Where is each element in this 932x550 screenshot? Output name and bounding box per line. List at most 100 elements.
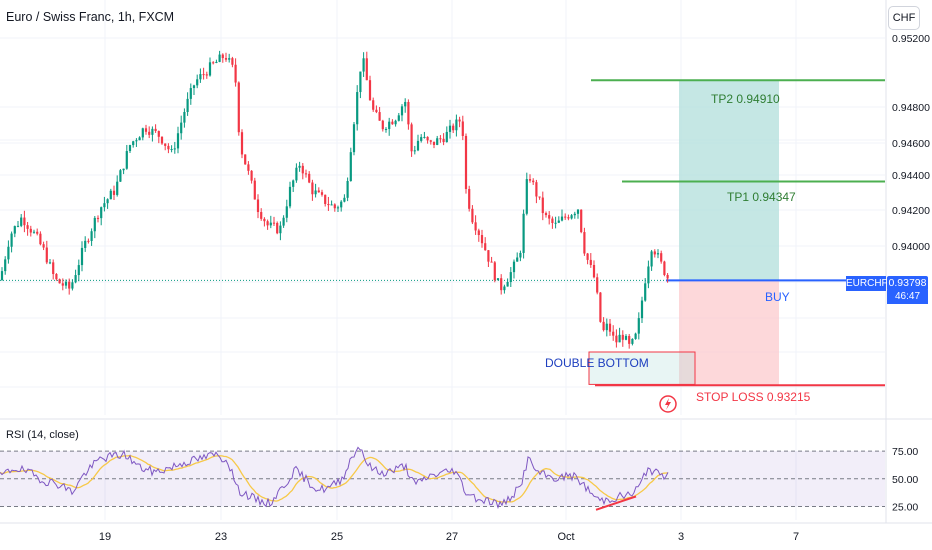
candle-body: [586, 253, 589, 260]
candle-body: [100, 207, 103, 219]
x-tick-label: 25: [331, 531, 343, 543]
x-tick-label: 3: [678, 531, 684, 543]
y-tick-label: 0.94400: [892, 170, 930, 182]
candle-body: [413, 150, 416, 152]
candle-body: [378, 112, 381, 121]
candle-body: [298, 165, 301, 168]
candle-body: [599, 292, 602, 322]
candle-body: [618, 334, 621, 343]
lightning-icon: [665, 398, 671, 410]
candle-body: [528, 179, 532, 181]
candle-body: [480, 235, 484, 244]
candle-body: [317, 190, 320, 193]
candle-body: [234, 64, 237, 83]
candle-body: [71, 282, 74, 289]
candle-body: [269, 222, 272, 226]
candle-body: [538, 196, 541, 198]
candle-body: [327, 203, 330, 206]
candle-body: [608, 323, 612, 332]
price-tag-blue-1: 0.93779: [888, 307, 927, 319]
candle-body: [224, 58, 228, 60]
candle-body: [282, 217, 285, 226]
candle-body: [45, 247, 48, 263]
candle-body: [362, 58, 365, 72]
candle-body: [180, 122, 183, 134]
candle-body: [74, 275, 77, 283]
candle-body: [455, 119, 458, 131]
candle-body: [301, 165, 304, 174]
price-tag-blue-2: 0.93779: [888, 324, 927, 336]
price-tag-high: 0.94151: [888, 213, 927, 225]
candle-body: [416, 140, 420, 151]
tp1-label: TP1 0.94347: [727, 190, 796, 204]
candle-body: [420, 137, 423, 141]
y-tick-label: 0.94800: [892, 102, 930, 114]
candle-body: [570, 215, 573, 219]
double-bottom-label: DOUBLE BOTTOM: [545, 356, 649, 370]
buy-label: BUY: [765, 290, 790, 304]
candle-body: [135, 140, 138, 142]
x-tick-label: 23: [215, 531, 227, 543]
candle-body: [352, 124, 356, 153]
candle-body: [138, 137, 141, 141]
candle-body: [423, 136, 426, 138]
y-tick-label: 0.94600: [892, 138, 930, 150]
candle-body: [452, 125, 455, 131]
candle-body: [295, 167, 298, 181]
candle-body: [592, 264, 596, 278]
candle-body: [506, 281, 509, 287]
candle-body: [432, 141, 436, 145]
candle-body: [173, 148, 176, 150]
candle-body: [624, 335, 628, 340]
candle-body: [407, 101, 410, 125]
candle-body: [404, 101, 407, 107]
candle-body: [55, 274, 58, 280]
candle-body: [29, 228, 32, 233]
current-price-tag: 0.93798: [887, 276, 928, 291]
rsi-line: [0, 446, 669, 510]
candle-body: [397, 115, 400, 121]
candle-body: [343, 197, 346, 202]
candle-body: [292, 180, 295, 187]
candle-body: [490, 261, 493, 263]
candle-body: [80, 247, 84, 266]
y-tick-label: 0.95200: [892, 33, 930, 45]
candle-body: [240, 132, 244, 155]
candle-body: [487, 250, 490, 262]
candle-body: [13, 226, 16, 234]
price-tag-tp2-b: 0.94905: [888, 82, 927, 94]
candle-body: [340, 201, 343, 208]
candle-body: [151, 128, 154, 135]
currency-button[interactable]: CHF: [888, 6, 920, 30]
candle-body: [84, 240, 87, 248]
rsi-ma-line: [0, 454, 669, 503]
candle-body: [26, 225, 29, 229]
candle-body: [544, 213, 548, 216]
rsi-title: RSI (14, close): [6, 429, 79, 441]
candle-body: [596, 277, 599, 293]
candle-body: [349, 152, 352, 181]
candle-body: [551, 218, 554, 223]
bar-countdown: 46:47: [887, 290, 928, 304]
candle-body: [247, 164, 250, 171]
candle-body: [208, 62, 212, 76]
candle-body: [167, 145, 170, 150]
candle-body: [666, 274, 669, 279]
candle-body: [615, 335, 618, 343]
candle-body: [516, 257, 519, 262]
y-tick-label: 0.94000: [892, 241, 930, 253]
alert-icon: [659, 395, 677, 413]
candle-body: [260, 212, 263, 219]
candle-body: [484, 243, 487, 251]
candle-body: [288, 186, 292, 207]
candle-body: [541, 197, 544, 214]
candle-body: [429, 140, 432, 142]
candle-body: [199, 74, 202, 80]
candle-body: [509, 272, 512, 282]
candle-body: [612, 331, 615, 336]
candle-body: [461, 121, 464, 136]
candle-body: [458, 119, 461, 122]
candle-body: [605, 323, 608, 331]
candle-body: [20, 217, 23, 226]
